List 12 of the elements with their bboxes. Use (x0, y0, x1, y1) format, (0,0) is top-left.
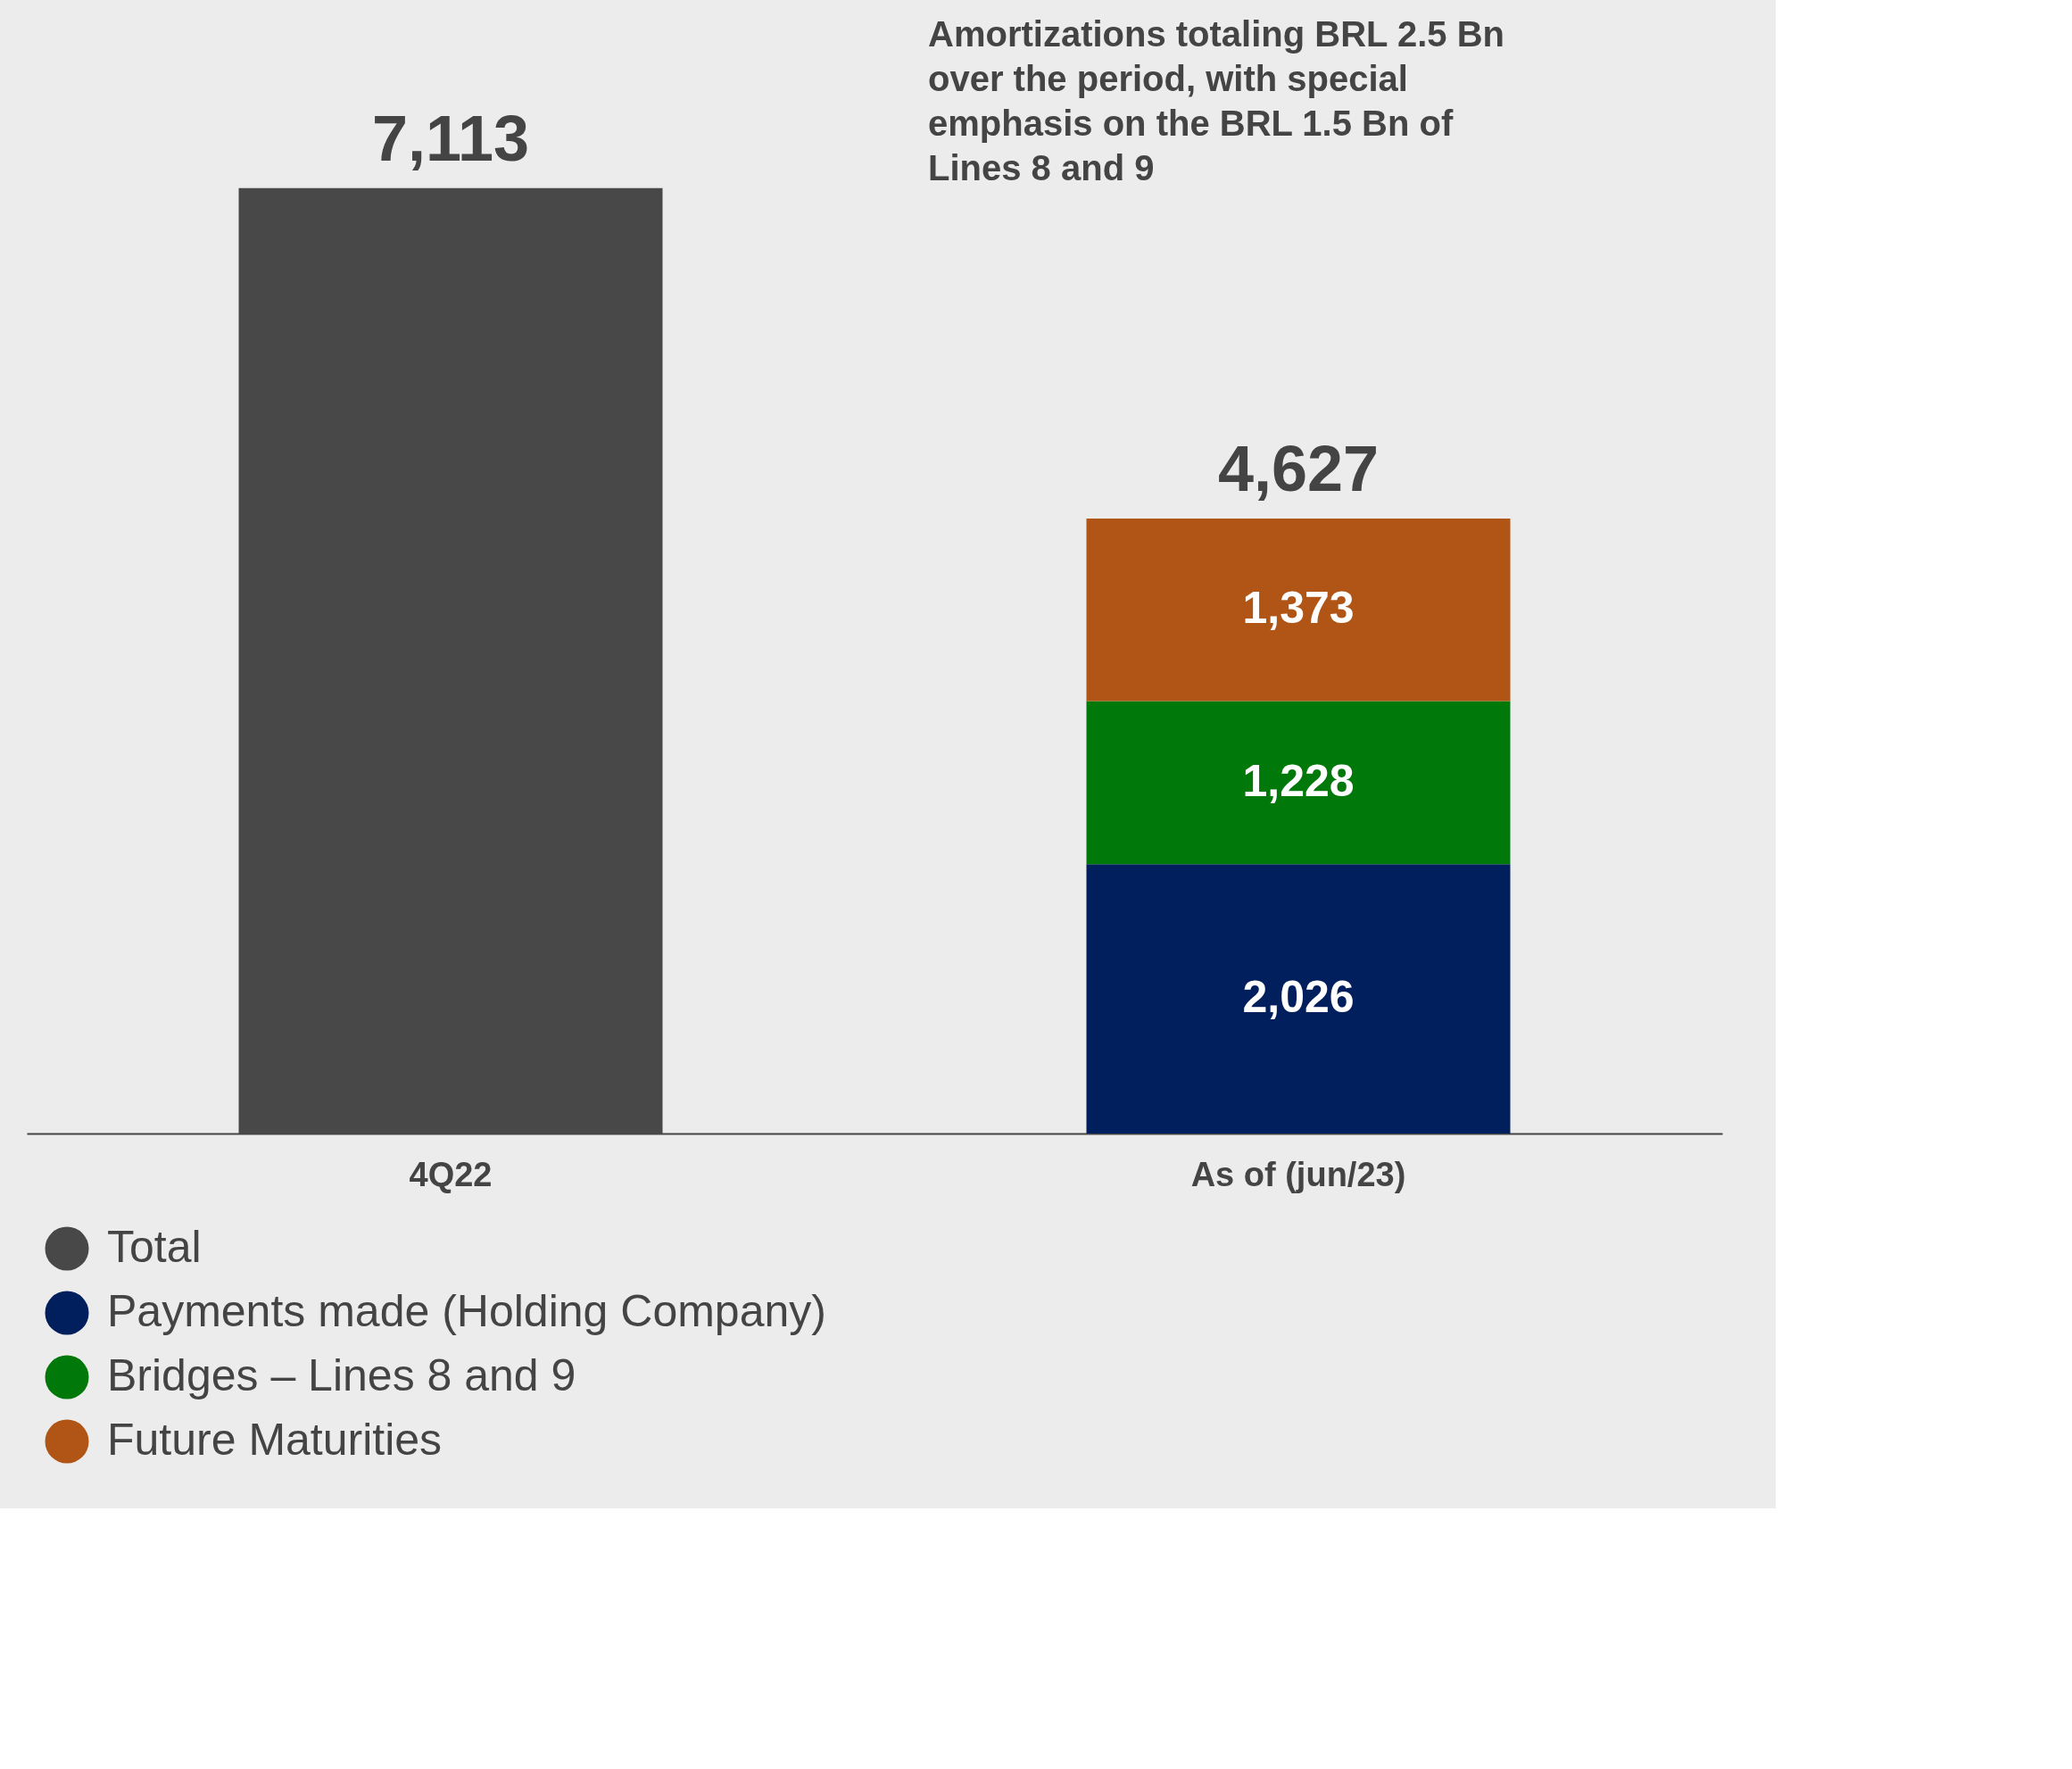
data-label: 1,373 (1242, 583, 1355, 634)
x-tick-label: As of (jun/23) (1190, 1155, 1406, 1193)
x-tick-label: 4Q22 (409, 1155, 493, 1193)
total-label: 4,627 (1217, 432, 1380, 504)
total-label: 7,113 (371, 102, 530, 174)
legend-label: Total (107, 1222, 202, 1272)
legend-label: Payments made (Holding Company) (107, 1286, 826, 1336)
data-label: 1,228 (1242, 755, 1355, 806)
legend-label: Future Maturities (107, 1415, 443, 1465)
text: Amortizations totaling BRL 2.5 Bn over the period, with special emphasis on the BRL 1.5 Bn of Lines 8 and 9 (928, 14, 1504, 187)
data-label: 2,026 (1242, 972, 1355, 1023)
legend-label: Bridges – Lines 8 and 9 (107, 1350, 576, 1400)
